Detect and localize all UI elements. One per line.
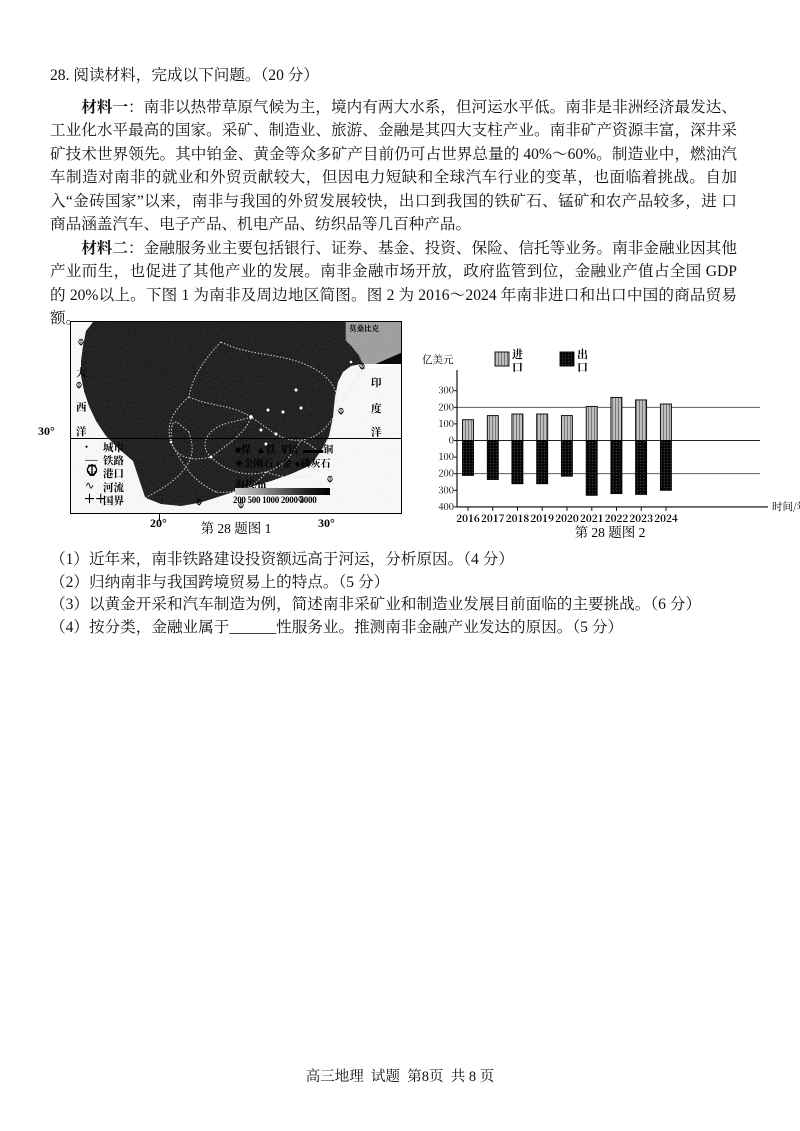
svg-text:洋: 洋 [371,425,382,440]
svg-text:印: 印 [371,375,382,390]
svg-text:西: 西 [76,400,87,415]
svg-text:0: 0 [449,433,454,447]
svg-text:莫桑比克: 莫桑比克 [349,323,379,334]
svg-text:洋: 洋 [76,424,87,439]
svg-text:400: 400 [438,499,454,513]
svg-text:口: 口 [512,359,523,375]
svg-text:200: 200 [438,466,454,480]
svg-text:度: 度 [371,401,382,416]
svg-text:100: 100 [438,449,454,463]
svg-text:亿美元: 亿美元 [422,352,454,367]
svg-text:大: 大 [76,365,87,380]
svg-text:口: 口 [577,359,588,375]
svg-text:200: 200 [438,399,454,413]
svg-text:300: 300 [438,383,454,397]
svg-text:300: 300 [438,482,454,496]
svg-text:时间/年: 时间/年 [772,499,800,514]
svg-text:100: 100 [438,416,454,430]
